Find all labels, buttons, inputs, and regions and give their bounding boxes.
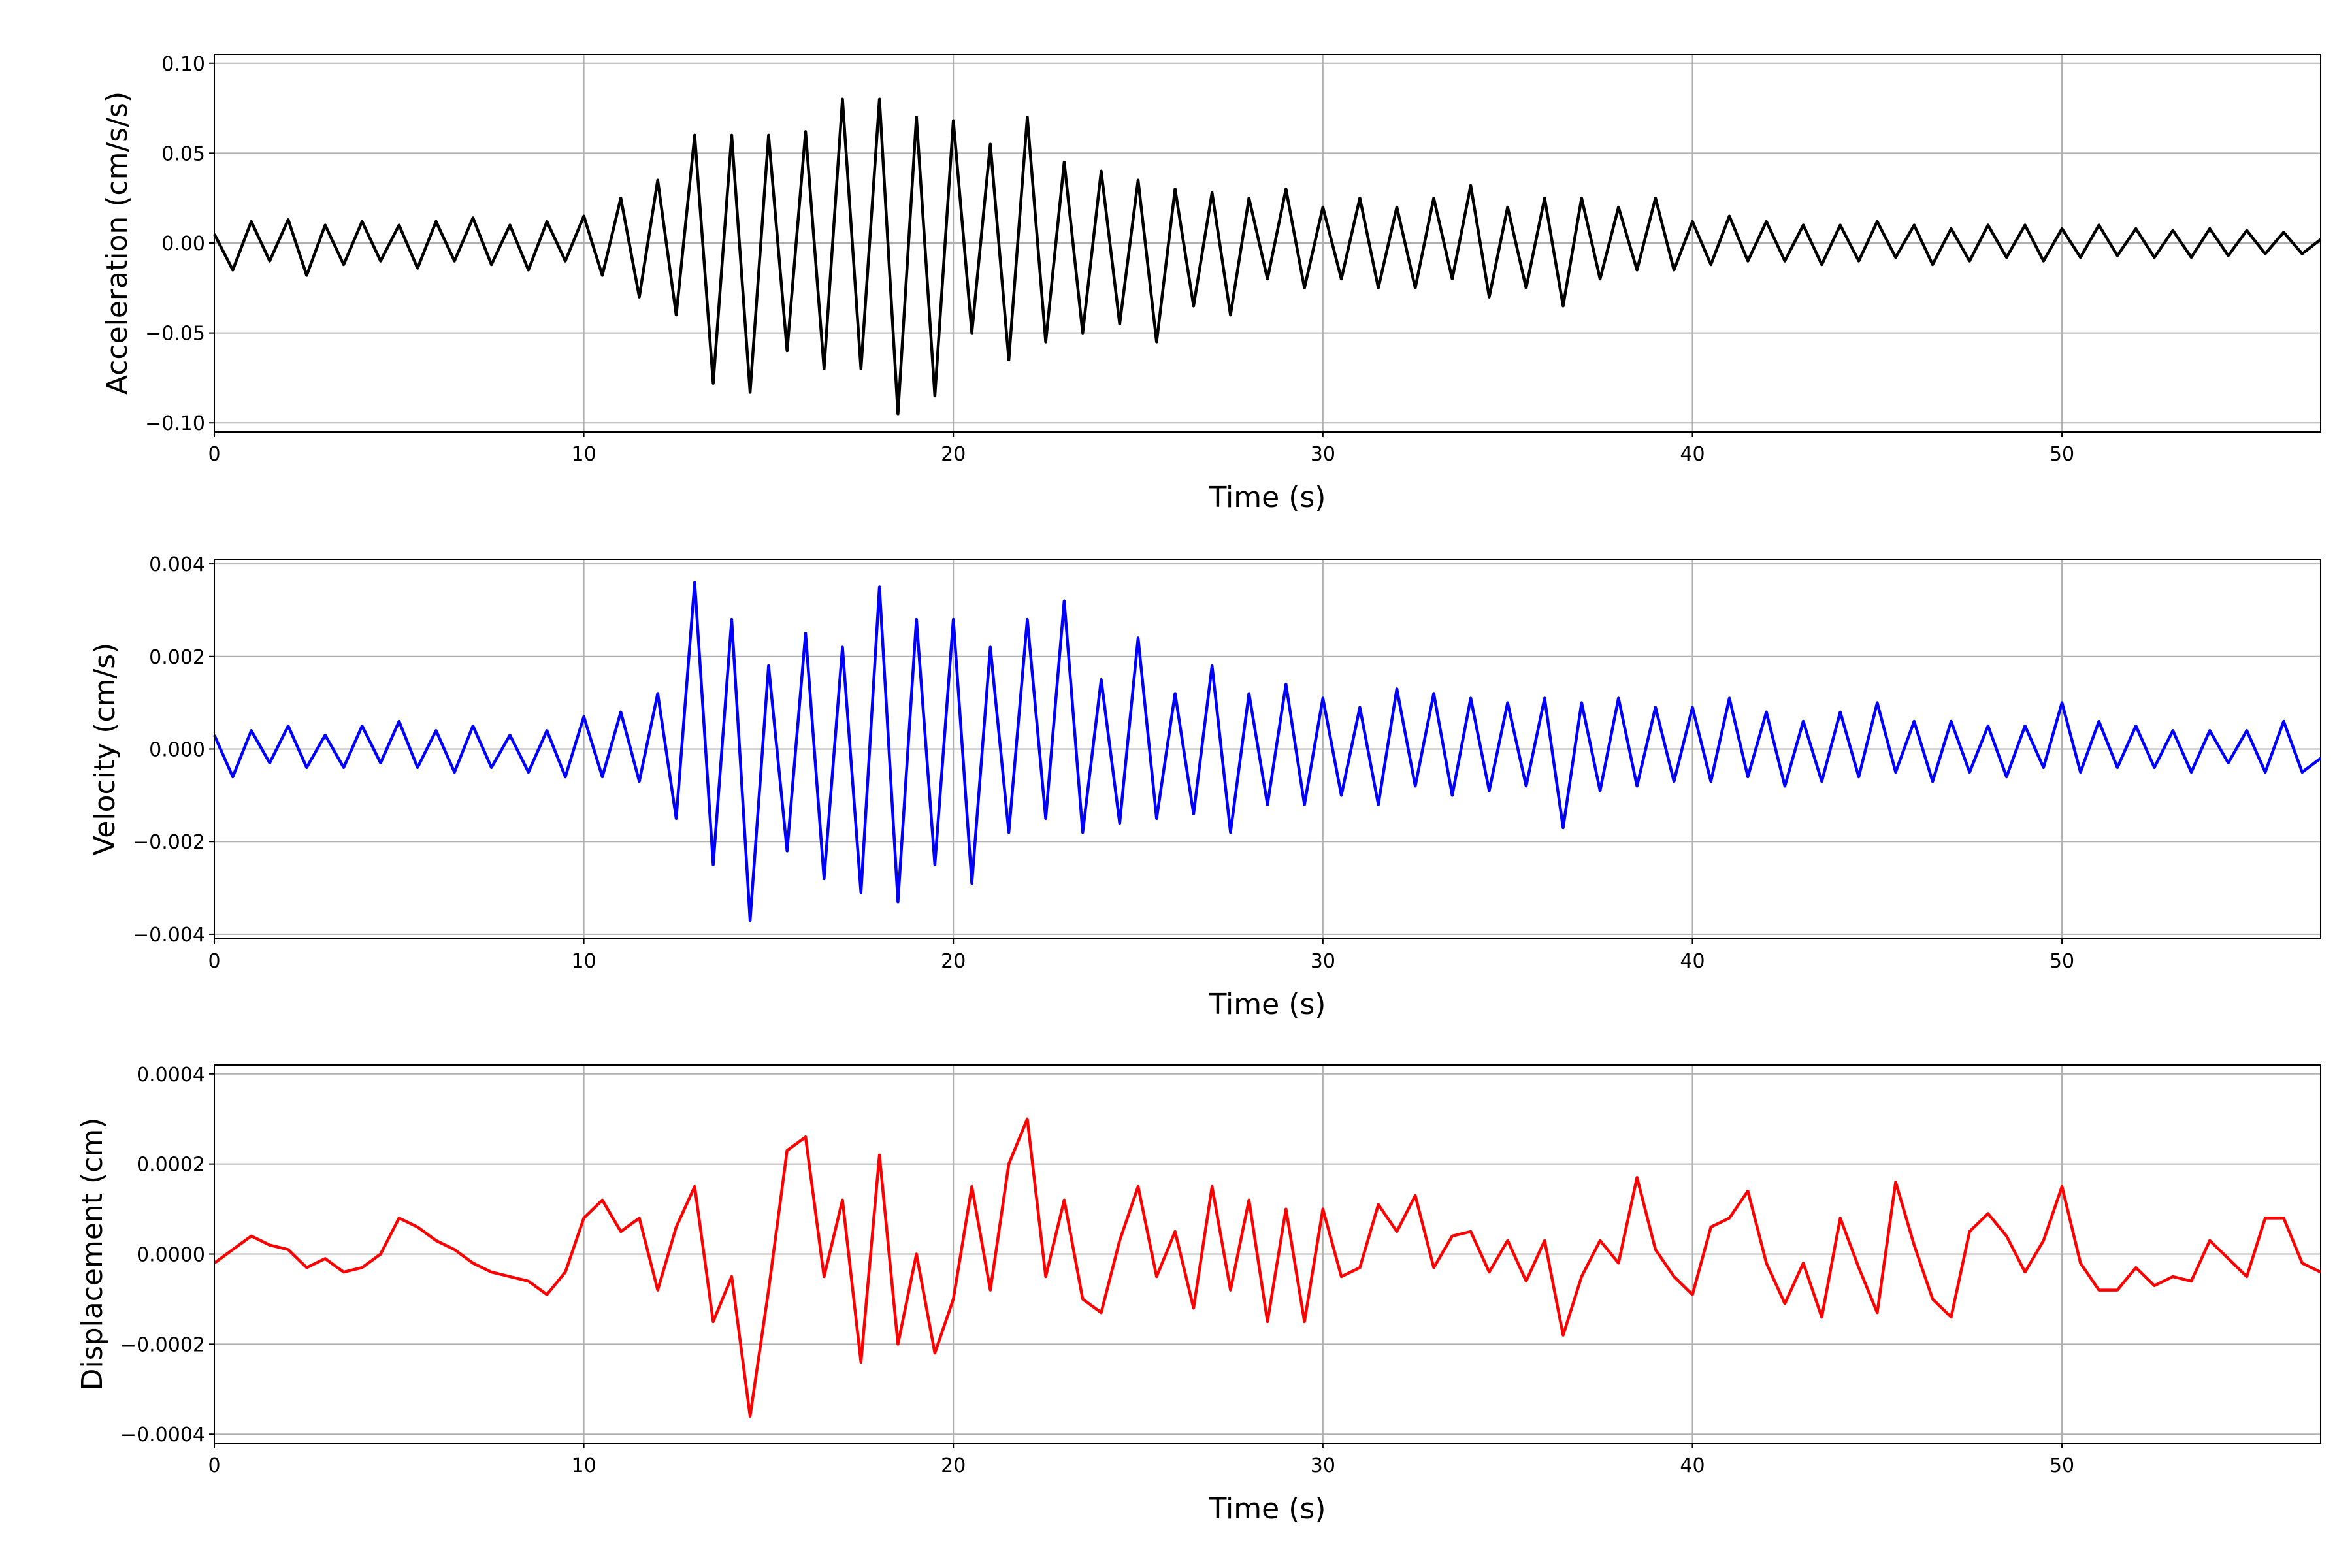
x-tick-label: 20	[941, 950, 966, 973]
data-line	[213, 1117, 2321, 1418]
y-tick-label: −0.05	[145, 323, 205, 346]
y-tick-label: 0.000	[149, 739, 205, 762]
x-tick-label: 40	[1680, 443, 1705, 466]
data-line	[212, 97, 2322, 416]
x-tick-label: 20	[941, 443, 966, 466]
x-tick-label: 40	[1680, 950, 1705, 973]
y-tick-label: −0.10	[145, 412, 205, 435]
x-axis-label: Time (s)	[1209, 481, 1326, 514]
y-tick-label: −0.002	[133, 831, 205, 854]
y-tick-label: 0.00	[161, 233, 205, 255]
x-tick-label: 10	[572, 1454, 596, 1477]
x-tick-label: 50	[2050, 443, 2074, 466]
x-tick-label: 10	[572, 443, 596, 466]
x-tick-label: 50	[2050, 1454, 2074, 1477]
subplot: 0 10 20 30 40 50 −0.0004 −0.0002 0.0000 0.0002 0.0…	[76, 1064, 2321, 1526]
x-tick-label: 30	[1311, 443, 1335, 466]
data-line	[212, 581, 2322, 922]
x-tick-label: 0	[208, 950, 220, 973]
x-tick-label: 30	[1311, 1454, 1335, 1477]
x-tick-label: 40	[1680, 1454, 1705, 1477]
y-tick-label: 0.0000	[137, 1244, 205, 1267]
y-axis-label: Acceleration (cm/s/s)	[101, 91, 134, 395]
subplot: 0 10 20 30 40 50 −0.10 −0.05 0.00 0.05 0.10 Time (s…	[101, 53, 2322, 514]
x-tick-label: 20	[941, 1454, 966, 1477]
y-tick-label: −0.0002	[120, 1333, 205, 1356]
y-tick-label: 0.05	[161, 142, 205, 165]
x-tick-label: 30	[1311, 950, 1335, 973]
x-tick-label: 10	[572, 950, 596, 973]
axes-frame	[214, 1064, 2321, 1444]
y-tick-label: 0.0004	[137, 1064, 205, 1086]
x-axis-label: Time (s)	[1209, 988, 1326, 1021]
y-axis-label: Displacement (cm)	[76, 1118, 109, 1391]
x-tick-label: 0	[208, 1454, 220, 1477]
subplot: 0 10 20 30 40 50 −0.004 −0.002 0.000 0.002 0.004 Ti…	[88, 553, 2322, 1021]
x-tick-label: 50	[2050, 950, 2074, 973]
y-tick-label: −0.004	[133, 924, 205, 947]
y-tick-label: 0.0002	[137, 1154, 205, 1177]
y-axis-label: Velocity (cm/s)	[88, 643, 122, 856]
y-tick-label: 0.002	[149, 646, 205, 669]
x-tick-label: 0	[208, 443, 220, 466]
x-axis-label: Time (s)	[1209, 1492, 1326, 1526]
y-tick-label: −0.0004	[120, 1424, 205, 1446]
y-tick-label: 0.004	[149, 553, 205, 576]
axes-frame	[214, 559, 2321, 939]
y-tick-label: 0.10	[161, 53, 205, 76]
axes-frame	[214, 54, 2321, 433]
